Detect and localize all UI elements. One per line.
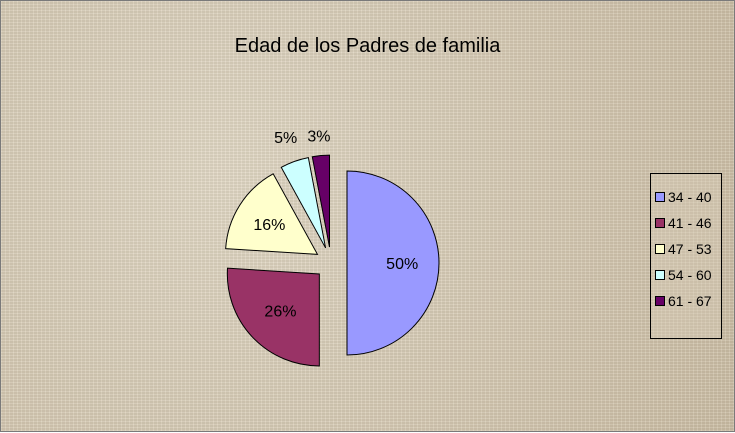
legend-swatch: [655, 296, 665, 306]
legend-item: 61 - 67: [655, 288, 721, 314]
pie-slice-41-46: [226, 267, 320, 367]
legend-swatch: [655, 192, 665, 202]
legend-item: 34 - 40: [655, 184, 721, 210]
legend-label: 41 - 46: [668, 215, 712, 231]
legend-item: 47 - 53: [655, 236, 721, 262]
legend-item: 41 - 46: [655, 210, 721, 236]
data-label-47-53: 16%: [253, 217, 285, 234]
pie-slice-34-40: [346, 170, 440, 356]
legend-label: 54 - 60: [668, 267, 712, 283]
data-label-41-46: 26%: [264, 303, 296, 320]
data-label-34-40: 50%: [386, 256, 418, 273]
pie-slice-47-53: [225, 173, 319, 255]
legend-label: 61 - 67: [668, 293, 712, 309]
data-label-61-67: 3%: [307, 128, 330, 145]
legend-swatch: [655, 270, 665, 280]
legend-item: 54 - 60: [655, 262, 721, 288]
chart-title: Edad de los Padres de familia: [234, 35, 501, 57]
legend-label: 34 - 40: [668, 189, 712, 205]
data-label-54-60: 5%: [274, 130, 297, 147]
legend: 34 - 40 41 - 46 47 - 53 54 - 60 61 - 67: [650, 173, 722, 339]
legend-label: 47 - 53: [668, 241, 712, 257]
pie-slice-54-60: [280, 156, 327, 249]
legend-swatch: [655, 244, 665, 254]
pie-slice-61-67: [311, 154, 330, 248]
legend-swatch: [655, 218, 665, 228]
